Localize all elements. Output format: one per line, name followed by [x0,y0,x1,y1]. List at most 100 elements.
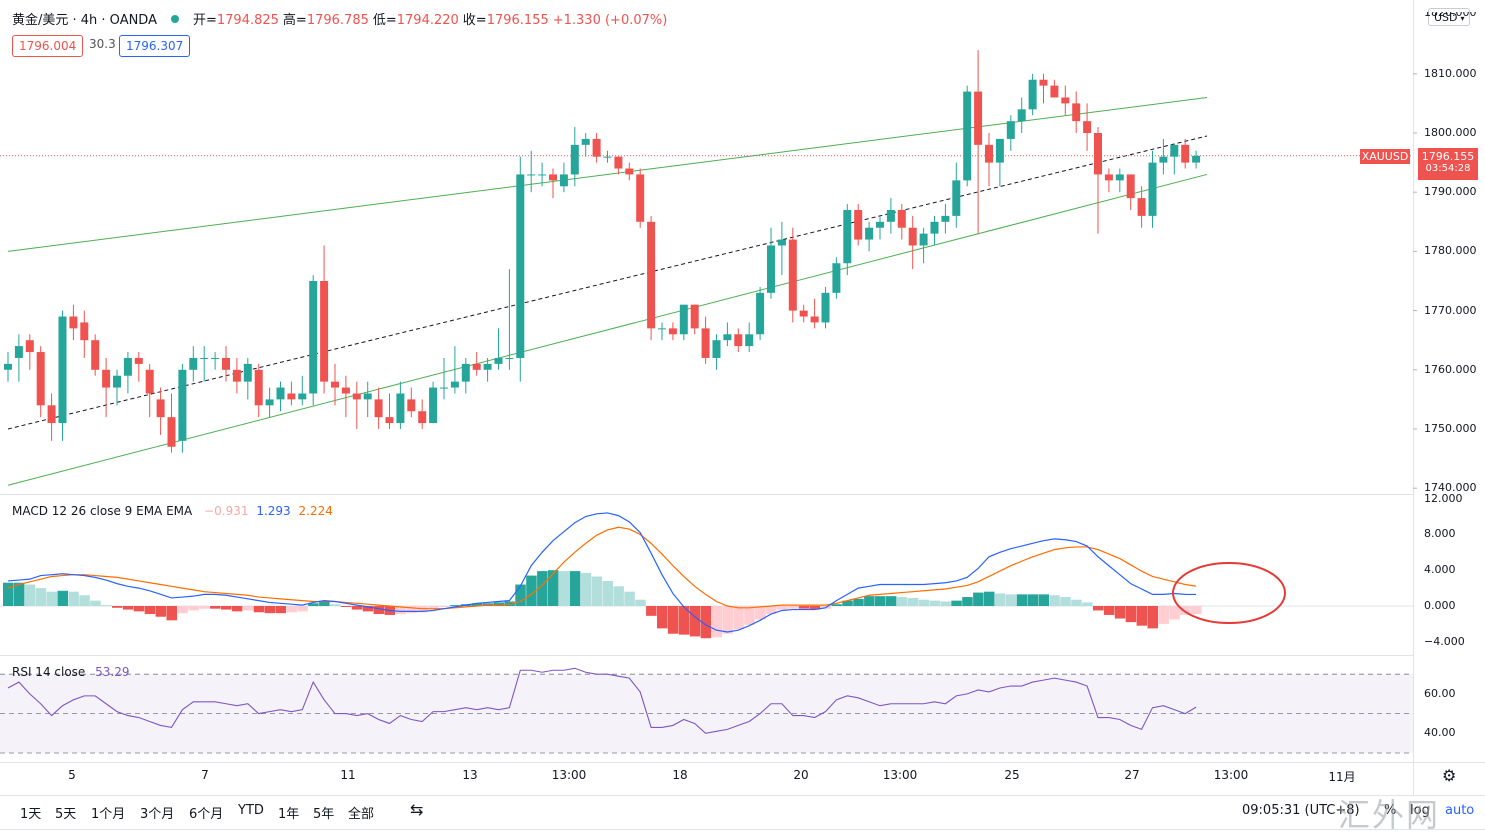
clock-time[interactable]: 09:05:31 (UTC+8) [1242,803,1360,818]
macd-hist-bar [624,591,635,606]
macd-hist-bar [711,606,722,638]
candle-body [1061,97,1070,104]
range-button[interactable]: 1个月 [91,807,126,822]
macd-hist-bar [57,590,68,606]
candle-body [123,357,132,376]
candle-body [995,138,1004,163]
candle-body [265,399,274,406]
macd-hist-bar [1049,595,1060,606]
macd-legend: MACD 12 26 close 9 EMA EMA −0.931 1.293 … [12,504,333,518]
macd-hist-bar [951,600,962,606]
candle-body [777,239,786,246]
macd-hist-bar [558,571,570,606]
macd-hist-bar [362,606,374,612]
range-button[interactable]: 5天 [55,807,77,822]
macd-hist-bar [373,606,385,615]
goto-date-icon[interactable]: ⇆ [410,800,424,819]
range-button[interactable]: YTD [238,803,264,818]
spread-value: 30.3 [89,37,116,51]
candle-body [102,369,111,388]
macd-line-value: 1.293 [256,504,291,518]
macd-hist-bar [635,599,646,606]
range-button[interactable]: 6个月 [189,807,224,822]
macd-hist-bar [548,570,559,606]
candle-body [756,292,765,335]
axis-tick-label: 12.000 [1424,491,1463,505]
channel-upper-line [7,96,1208,252]
macd-hist-bar [199,606,210,609]
candle-body [145,369,154,394]
currency-selector[interactable]: USD ▾ [1428,8,1470,26]
range-button[interactable]: 1天 [20,807,42,822]
candle-body [897,209,906,228]
macd-hist-bar [68,591,79,606]
candle-body [865,227,874,240]
macd-hist-bar [395,606,406,615]
axis-tick-label: 40.00 [1424,726,1456,740]
candle-body [1039,79,1048,86]
macd-hist-bar [940,601,951,606]
macd-hist-bar [493,602,504,606]
candle-body [167,417,176,447]
candle-body [1050,85,1059,98]
rsi-title[interactable]: RSI 14 close [12,665,86,679]
axis-tick-label: 1810.000 [1424,66,1477,80]
range-button[interactable]: 1年 [278,807,300,822]
macd-hist-bar [962,597,973,606]
time-tick-label: 11 [340,768,356,782]
time-tick-label: 7 [201,768,209,782]
macd-hist-bar [79,595,90,606]
candle-body [25,340,34,353]
macd-hist-bar [994,593,1006,606]
candle-body [341,387,350,394]
range-button[interactable]: 全部 [348,807,375,822]
macd-hist-bar [210,606,221,609]
time-tick-label: 13:00 [882,768,918,782]
ask-price-box[interactable]: 1796.307 [119,35,191,57]
macd-hist-bar [1093,606,1104,611]
time-tick-label: 20 [793,768,809,782]
macd-hist-bar [984,591,995,606]
axis-tick-label: 1760.000 [1424,362,1477,376]
candle-body [47,405,56,424]
macd-title[interactable]: MACD 12 26 close 9 EMA EMA [12,504,193,518]
candle-body [505,357,514,359]
candle-body [320,281,329,382]
macd-hist-bar [569,571,581,606]
bid-price-box[interactable]: 1796.004 [12,35,84,57]
log-toggle[interactable]: log [1410,803,1430,818]
range-button[interactable]: 3个月 [140,807,175,822]
macd-hist-bar [144,606,156,615]
percent-toggle[interactable]: % [1384,803,1397,818]
candle-body [494,357,503,364]
candle-body [734,334,743,347]
candle-body [810,316,819,323]
candle-body [712,340,721,358]
candle-body [549,174,557,181]
macd-hist-bar [449,605,461,607]
macd-hist-bar [864,596,875,606]
rsi-legend: RSI 14 close 53.29 [12,665,130,679]
candle-body [985,144,993,163]
settings-gear-icon[interactable]: ⚙ [1442,766,1457,785]
time-tick-label: 18 [672,768,688,782]
axis-tick-label: −4.000 [1424,634,1465,648]
macd-hist-bar [907,597,919,606]
macd-hist-bar [46,591,58,606]
candle-body [625,168,634,175]
macd-hist-bar [330,604,341,606]
range-button[interactable]: 5年 [313,807,335,822]
candle-body [1083,121,1092,133]
symbol-title[interactable]: 黄金/美元 · 4h · OANDA [12,13,157,28]
time-tick-label: 11月 [1328,770,1356,784]
candle-body [276,387,285,400]
candle-body [385,417,394,424]
macd-hist-bar [657,606,668,629]
macd-hist-bar [537,571,548,606]
axis-tick-label: 1780.000 [1424,244,1477,258]
candle-body [363,393,372,400]
macd-hist-bar [112,606,123,608]
macd-hist-bar [242,606,254,611]
auto-toggle[interactable]: auto [1445,803,1475,818]
